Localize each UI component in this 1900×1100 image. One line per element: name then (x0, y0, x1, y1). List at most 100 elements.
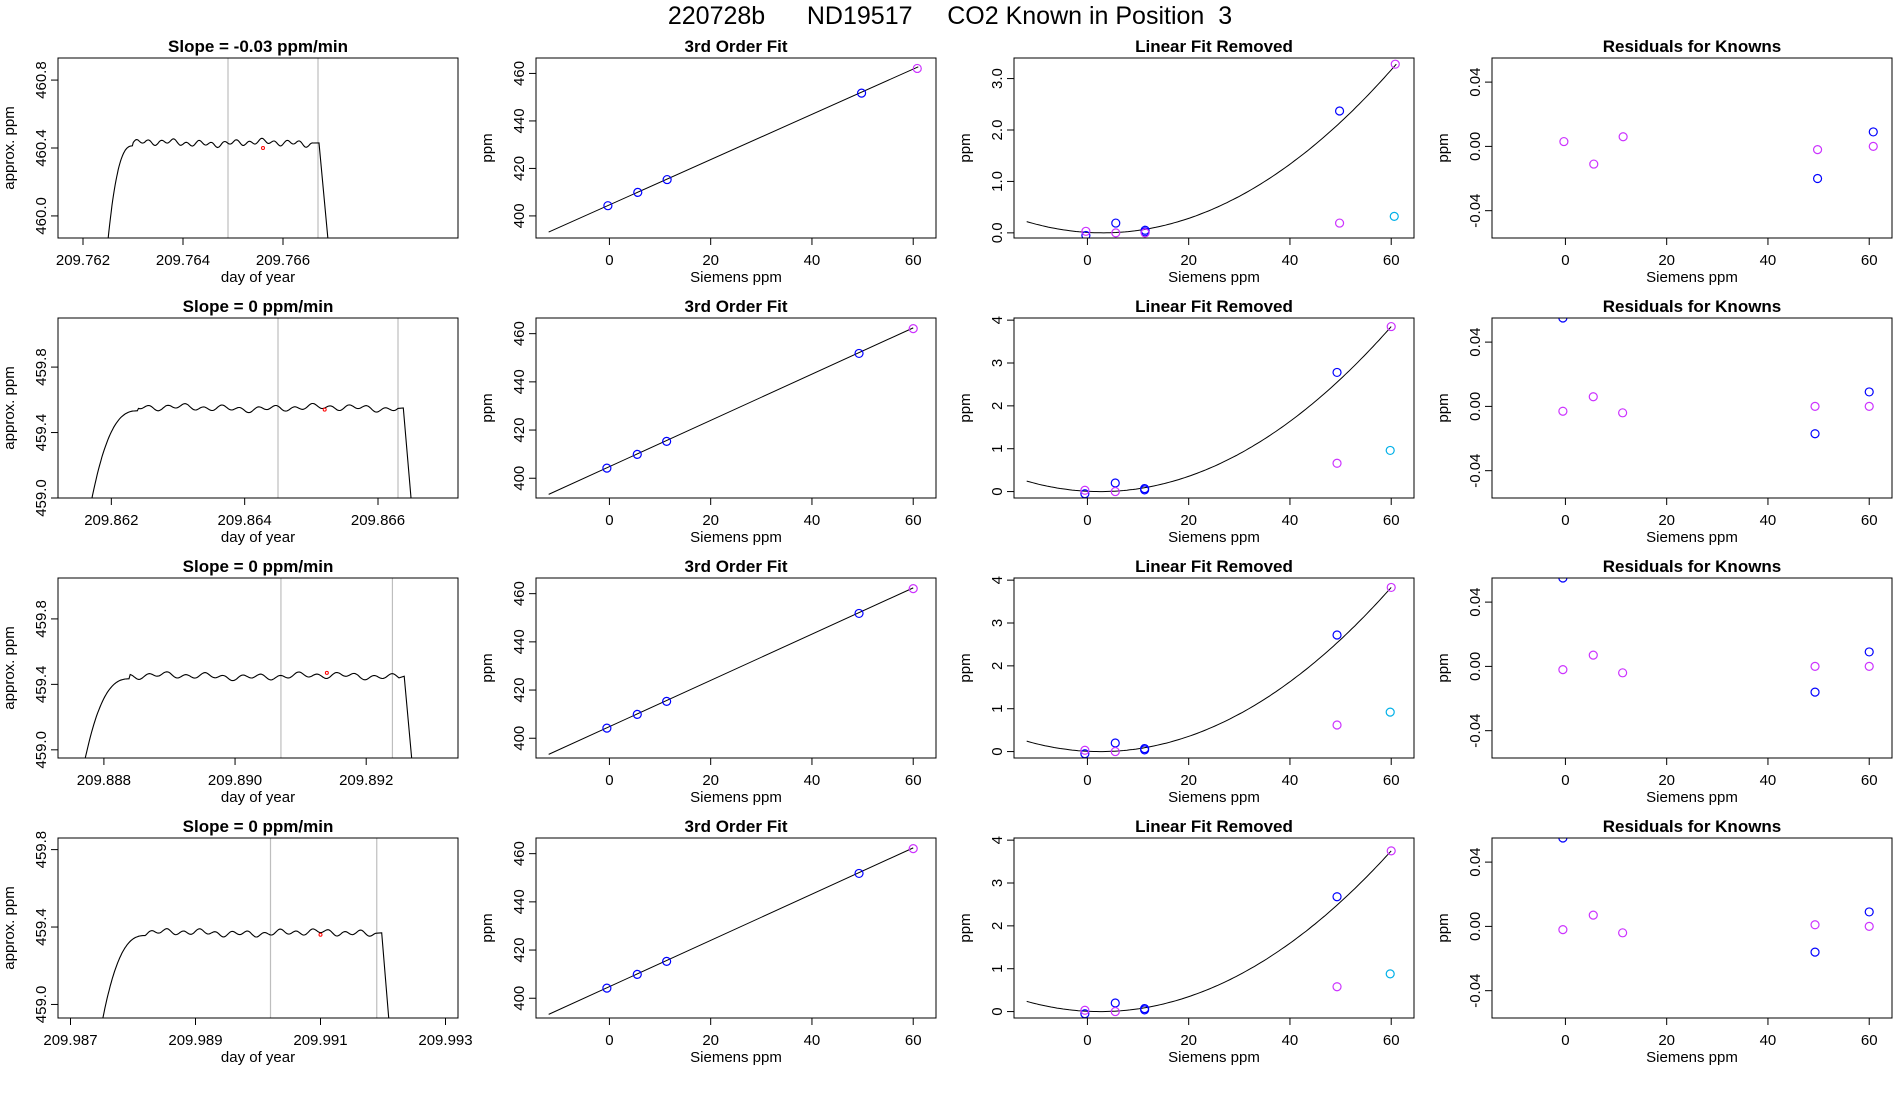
fit-line (548, 327, 914, 495)
y-tick-label: 0.04 (1467, 588, 1484, 617)
y-tick-label: 420 (511, 156, 528, 181)
y-tick-label: 3 (989, 619, 1006, 627)
y-tick-label: 1.0 (989, 171, 1006, 192)
y-tick-label: 440 (511, 369, 528, 394)
plot-area (1026, 582, 1396, 758)
chart-title: 3rd Order Fit (685, 557, 788, 576)
plot-area (1026, 846, 1396, 1018)
data-point-magenta (1332, 720, 1342, 730)
y-axis-label: approx. ppm (1, 366, 18, 449)
chart-panel-2-2: 3rd Order Fit 0 20 40 60 Siemens ppm 400 420 440… (479, 297, 937, 546)
x-tick-label: 0 (1561, 252, 1569, 269)
fit-line (548, 847, 914, 1015)
chart-title: Slope = 0 ppm/min (183, 297, 334, 316)
x-tick-label: 20 (1658, 252, 1675, 269)
x-tick-label: 60 (1861, 772, 1878, 789)
x-tick-label: 209.890 (208, 772, 262, 789)
data-point-magenta (1588, 910, 1598, 920)
time-series-trace (91, 402, 412, 498)
data-point-magenta (1588, 650, 1598, 660)
data-point-blue (602, 983, 612, 993)
data-point-blue (854, 868, 864, 879)
x-tick-label: 0 (605, 772, 613, 789)
y-tick-label: 3 (989, 879, 1006, 887)
y-axis-label: ppm (479, 913, 496, 942)
x-tick-label: 0 (1561, 1032, 1569, 1049)
x-axis-label: Siemens ppm (1646, 269, 1738, 286)
x-tick-label: 40 (804, 252, 821, 269)
y-axis-label: ppm (1435, 133, 1452, 162)
x-tick-label: 209.989 (168, 1032, 222, 1049)
x-tick-label: 209.766 (256, 252, 310, 269)
y-tick-label: 2 (989, 662, 1006, 670)
data-point-magenta (908, 324, 918, 334)
plot-frame (1013, 577, 1415, 759)
x-tick-label: 0 (605, 512, 613, 529)
x-tick-label: 40 (1282, 512, 1299, 529)
data-point-magenta (1386, 321, 1396, 332)
data-point-blue (603, 201, 613, 211)
x-tick-label: 60 (1861, 512, 1878, 529)
x-tick-label: 209.864 (218, 512, 272, 529)
data-point-magenta (1618, 668, 1628, 678)
y-tick-label: -0.04 (1467, 974, 1484, 1008)
plot-area (91, 318, 412, 498)
data-point-magenta (1386, 582, 1396, 593)
plot-area (1558, 838, 1874, 957)
data-point-magenta (1111, 228, 1121, 238)
plot-area (84, 578, 413, 758)
fit-curve (1026, 63, 1397, 234)
chart-title: Linear Fit Removed (1135, 297, 1293, 316)
y-axis-label: ppm (1435, 653, 1452, 682)
y-axis-label: ppm (479, 133, 496, 162)
plot-frame (535, 577, 937, 759)
x-tick-label: 60 (1383, 512, 1400, 529)
chart-panel-4-3: Linear Fit Removed 0 20 40 60 Siemens ppm 0 1 2 3… (957, 817, 1415, 1066)
data-point-magenta (1332, 458, 1342, 468)
data-point-blue (1868, 127, 1878, 137)
x-tick-label: 40 (804, 1032, 821, 1049)
data-point-magenta (1081, 226, 1091, 236)
x-tick-label: 60 (1861, 252, 1878, 269)
chart-panel-3-1: Slope = 0 ppm/min 209.888 209.890 209.892 da… (1, 557, 459, 806)
x-tick-label: 0 (1083, 252, 1091, 269)
x-tick-label: 60 (1383, 1032, 1400, 1049)
x-tick-label: 209.892 (339, 772, 393, 789)
x-tick-label: 20 (1180, 512, 1197, 529)
x-tick-label: 20 (702, 512, 719, 529)
x-axis-label: Siemens ppm (1646, 789, 1738, 806)
x-axis-label: Siemens ppm (690, 269, 782, 286)
x-tick-label: 20 (702, 772, 719, 789)
data-point-blue (1110, 998, 1120, 1008)
data-point-blue (602, 463, 612, 473)
y-axis-label: ppm (957, 913, 974, 942)
time-series-trace (102, 928, 390, 1018)
chart-title: Residuals for Knowns (1603, 557, 1782, 576)
x-tick-label: 20 (1180, 1032, 1197, 1049)
chart-title: Linear Fit Removed (1135, 557, 1293, 576)
y-tick-label: 459.8 (33, 600, 50, 638)
fit-curve (1026, 850, 1392, 1013)
x-tick-label: 209.987 (43, 1032, 97, 1049)
plot-frame (57, 837, 459, 1019)
x-tick-label: 20 (1658, 1032, 1675, 1049)
x-tick-label: 40 (804, 512, 821, 529)
data-point-blue (856, 88, 867, 98)
x-tick-label: 0 (605, 1032, 613, 1049)
data-point-magenta (1618, 408, 1628, 418)
chart-title: Slope = 0 ppm/min (183, 817, 334, 836)
chart-title: Residuals for Knowns (1603, 817, 1782, 836)
data-point-magenta (1140, 228, 1150, 238)
y-tick-label: 0 (989, 747, 1006, 755)
mean-marker (261, 146, 265, 150)
y-axis-label: ppm (957, 653, 974, 682)
x-axis-label: Siemens ppm (1646, 529, 1738, 546)
data-point-magenta (1559, 136, 1569, 147)
y-tick-label: 459.8 (33, 348, 50, 386)
data-point-blue (1864, 387, 1874, 397)
plot-frame (1491, 837, 1893, 1019)
data-point-magenta (1588, 392, 1598, 402)
y-tick-label: 459.4 (33, 908, 50, 946)
